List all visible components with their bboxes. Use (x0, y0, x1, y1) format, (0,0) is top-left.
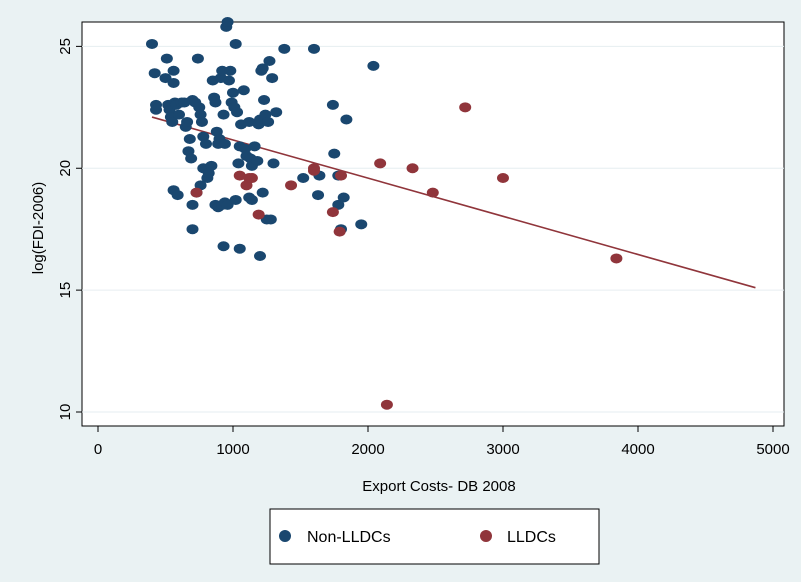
data-point-non-lldcs (332, 199, 345, 210)
data-point-non-lldcs (224, 65, 237, 76)
data-point-non-lldcs (340, 114, 353, 125)
data-point-non-lldcs (367, 60, 380, 71)
y-tick-label: 20 (57, 160, 74, 177)
data-point-non-lldcs (150, 104, 163, 115)
data-point-non-lldcs (267, 158, 280, 169)
legend: Non-LLDCs LLDCs (269, 508, 600, 565)
data-point-lldcs (406, 163, 419, 174)
legend-marker-lldcs (480, 530, 492, 542)
data-point-non-lldcs (227, 87, 239, 98)
data-point-non-lldcs (194, 109, 207, 120)
data-point-non-lldcs (217, 109, 230, 120)
data-point-non-lldcs (173, 109, 185, 120)
data-point-non-lldcs (221, 17, 234, 27)
data-point-non-lldcs (243, 116, 256, 127)
data-point-non-lldcs (218, 138, 231, 149)
data-point-non-lldcs (146, 38, 158, 49)
data-points (146, 17, 623, 410)
data-point-non-lldcs (171, 190, 184, 201)
data-point-non-lldcs (326, 99, 339, 110)
x-tick-label: 1000 (216, 441, 249, 458)
data-point-lldcs (326, 207, 339, 218)
data-point-non-lldcs (195, 116, 208, 127)
data-point-lldcs (308, 165, 320, 176)
data-point-non-lldcs (251, 155, 264, 166)
data-point-non-lldcs (262, 116, 275, 127)
data-point-non-lldcs (312, 190, 325, 201)
data-point-non-lldcs (166, 116, 179, 127)
plot-area (81, 21, 785, 427)
data-point-non-lldcs (217, 241, 230, 252)
legend-box (269, 508, 600, 565)
data-point-non-lldcs (254, 251, 266, 261)
y-tick-label: 25 (57, 38, 74, 55)
x-tick-label: 2000 (351, 441, 384, 458)
data-point-non-lldcs (266, 73, 279, 84)
data-point-non-lldcs (256, 187, 269, 198)
data-point-non-lldcs (278, 43, 291, 54)
data-point-non-lldcs (256, 63, 269, 74)
legend-label-non-lldcs: Non-LLDCs (307, 529, 391, 546)
data-point-lldcs (610, 253, 623, 264)
y-axis-label: log(FDI-2006) (30, 182, 47, 275)
y-axis: 10 15 20 25 (57, 38, 82, 420)
data-point-non-lldcs (167, 77, 180, 88)
data-point-lldcs (190, 187, 203, 198)
data-point-non-lldcs (191, 53, 204, 64)
data-point-lldcs (426, 187, 439, 198)
data-point-non-lldcs (237, 85, 250, 96)
data-point-non-lldcs (232, 158, 245, 169)
data-point-lldcs (233, 170, 246, 181)
data-point-non-lldcs (222, 75, 235, 86)
x-tick-label: 5000 (756, 441, 789, 458)
data-point-non-lldcs (231, 107, 244, 118)
data-point-non-lldcs (270, 107, 283, 118)
y-tick-label: 10 (57, 404, 74, 421)
data-point-lldcs (497, 173, 509, 183)
data-point-non-lldcs (183, 134, 196, 144)
data-point-lldcs (459, 102, 472, 113)
data-point-non-lldcs (233, 243, 246, 254)
x-axis: 0 1000 2000 3000 4000 5000 (94, 426, 790, 458)
data-point-non-lldcs (181, 116, 194, 127)
data-point-non-lldcs (160, 53, 173, 64)
data-point-non-lldcs (167, 65, 180, 76)
data-point-non-lldcs (337, 192, 350, 203)
data-point-non-lldcs (245, 194, 258, 205)
data-point-non-lldcs (185, 153, 198, 164)
data-point-lldcs (374, 158, 387, 169)
data-point-non-lldcs (239, 143, 252, 154)
x-tick-label: 4000 (621, 441, 654, 458)
data-point-non-lldcs (200, 138, 212, 149)
data-point-non-lldcs (263, 56, 276, 66)
y-tick-label: 15 (57, 282, 74, 299)
data-point-non-lldcs (209, 97, 222, 108)
data-point-lldcs (333, 226, 346, 237)
data-point-non-lldcs (328, 148, 341, 159)
data-point-non-lldcs (258, 95, 271, 105)
data-point-non-lldcs (297, 173, 310, 183)
data-point-lldcs (245, 173, 258, 183)
legend-marker-non-lldcs (279, 530, 291, 542)
data-point-lldcs (380, 399, 393, 410)
data-point-lldcs (285, 180, 298, 191)
data-point-non-lldcs (193, 102, 206, 113)
x-axis-label: Export Costs- DB 2008 (362, 478, 515, 495)
data-point-non-lldcs (205, 160, 218, 171)
data-point-non-lldcs (355, 219, 368, 230)
x-tick-label: 0 (94, 441, 102, 458)
data-point-non-lldcs (308, 43, 320, 54)
data-point-lldcs (252, 209, 265, 220)
data-point-non-lldcs (229, 194, 242, 205)
data-point-non-lldcs (264, 214, 277, 225)
x-tick-label: 3000 (486, 441, 519, 458)
data-point-non-lldcs (186, 199, 199, 210)
data-point-non-lldcs (248, 141, 261, 152)
data-point-non-lldcs (229, 38, 242, 49)
data-point-non-lldcs (148, 68, 161, 79)
data-point-lldcs (335, 170, 347, 181)
legend-label-lldcs: LLDCs (507, 529, 556, 546)
data-point-non-lldcs (186, 224, 199, 235)
